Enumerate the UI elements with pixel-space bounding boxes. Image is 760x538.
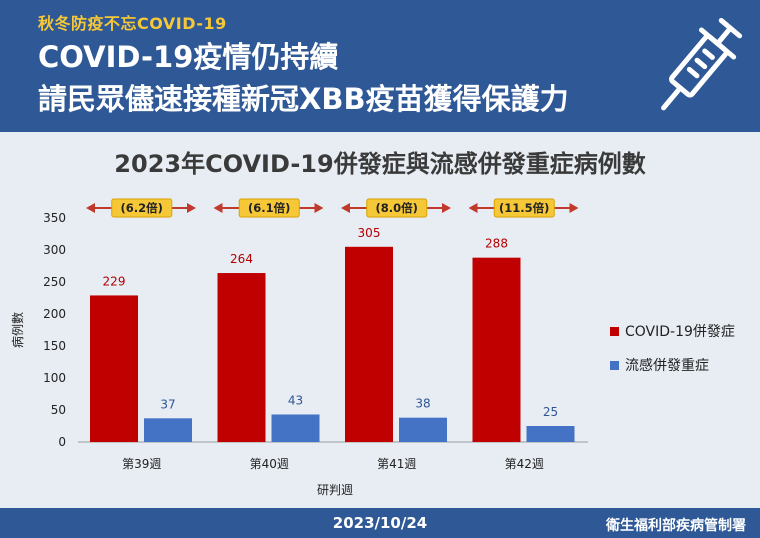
data-label-covid: 305 (358, 226, 381, 240)
ratio-badge-label: (11.5倍) (499, 201, 549, 215)
ratio-badge-label: (6.2倍) (121, 201, 163, 215)
bar-flu (144, 418, 192, 442)
ratio-arrow-head-right (569, 203, 579, 213)
data-label-covid: 229 (103, 274, 126, 288)
ratio-badge (111, 198, 173, 218)
campaign-tag: 秋冬防疫不忘COVID-19 (38, 14, 227, 33)
ratio-badge-label: (6.1倍) (248, 201, 290, 215)
legend-swatch-covid (610, 326, 619, 336)
chart-legend: COVID-19併發症 流感併發重症 (610, 320, 735, 388)
syringe-icon (661, 17, 743, 111)
ratio-arrow-head-right (442, 203, 451, 213)
bar-flu (526, 426, 575, 442)
y-tick-label: 100 (43, 371, 66, 385)
header-banner (0, 0, 760, 132)
bar-covid (345, 246, 393, 442)
bar-flu (271, 414, 320, 442)
ratio-arrow-head-right (314, 203, 324, 213)
ratio-arrow-head-right (187, 203, 196, 213)
data-label-flu: 43 (288, 393, 303, 407)
legend-label-covid: COVID-19併發症 (625, 324, 735, 340)
ratio-arrow-head-left (341, 203, 350, 213)
x-tick-label: 第41週 (377, 457, 416, 471)
bar-covid (90, 295, 138, 442)
data-label-covid: 264 (230, 252, 253, 266)
x-tick-label: 第42週 (505, 457, 544, 471)
data-label-flu: 38 (415, 397, 430, 411)
y-tick-label: 0 (58, 435, 66, 449)
legend-label-flu: 流感併發重症 (625, 358, 709, 374)
legend-item-covid: COVID-19併發症 (610, 320, 735, 342)
x-axis-label: 研判週 (317, 483, 353, 497)
ratio-badge-label: (8.0倍) (376, 201, 418, 215)
legend-item-flu: 流感併發重症 (610, 354, 735, 376)
y-tick-label: 300 (43, 243, 66, 257)
ratio-badge (238, 198, 300, 218)
x-tick-label: 第40週 (250, 457, 289, 471)
bar-chart: 0 50 100 150 200 250 300 350 病例數 229 37 第39週 (6.2倍) 2… (10, 198, 588, 497)
organization-name: 衛生福利部疾病管制署 (606, 518, 746, 534)
ratio-badge (366, 198, 428, 218)
chart-title: 2023年COVID-19併發症與流感併發重症病例數 (114, 150, 646, 178)
ratio-arrow-head-left (213, 203, 223, 213)
footer-bar (0, 508, 760, 538)
data-label-flu: 37 (160, 397, 175, 411)
x-tick-label: 第39週 (122, 457, 161, 471)
y-tick-label: 350 (43, 211, 66, 225)
ratio-arrow-head-left (86, 203, 95, 213)
y-tick-label: 50 (51, 403, 66, 417)
bar-flu (399, 417, 447, 442)
bar-covid (472, 257, 521, 442)
data-label-covid: 288 (485, 237, 508, 251)
ratio-arrow-head-left (468, 203, 478, 213)
bar-covid (217, 273, 266, 442)
data-label-flu: 25 (543, 405, 558, 419)
publish-date: 2023/10/24 (332, 514, 428, 532)
ratio-badge (493, 198, 555, 218)
headline-line-2: 請民眾儘速接種新冠XBB疫苗獲得保護力 (38, 82, 569, 116)
headline-line-1: COVID-19疫情仍持續 (38, 40, 339, 74)
y-axis-label: 病例數 (10, 312, 25, 348)
y-tick-label: 150 (43, 339, 66, 353)
y-tick-label: 200 (43, 307, 66, 321)
y-tick-label: 250 (43, 275, 66, 289)
legend-swatch-flu (610, 360, 619, 370)
